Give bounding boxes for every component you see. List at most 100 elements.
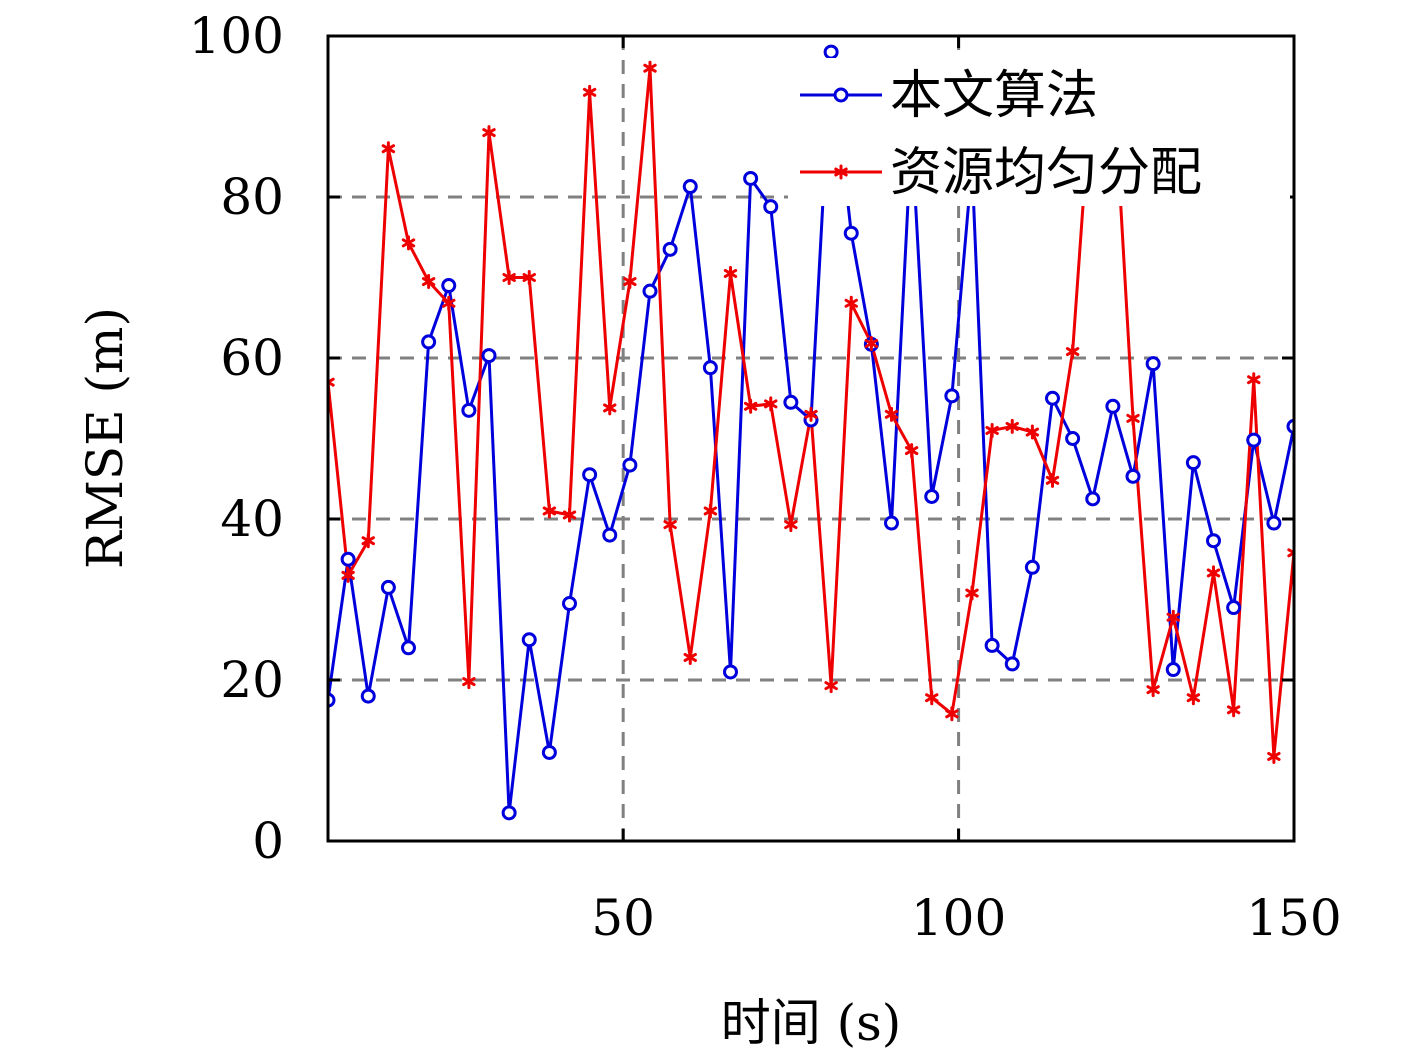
data-point (602, 527, 618, 543)
data-point (1206, 533, 1221, 549)
data-point (944, 388, 960, 404)
data-point (683, 649, 697, 665)
data-point (1206, 565, 1221, 581)
data-point (421, 274, 436, 290)
data-point (984, 637, 1000, 653)
data-point (521, 632, 537, 648)
data-point (1226, 600, 1242, 616)
data-point (361, 533, 375, 549)
data-point (623, 274, 637, 290)
data-point (783, 394, 799, 410)
data-point (925, 690, 939, 706)
data-point (541, 744, 557, 760)
data-point (924, 488, 940, 504)
data-point (502, 270, 516, 285)
data-point (1247, 372, 1261, 388)
data-point (784, 517, 798, 533)
data-point (380, 579, 396, 595)
data-point (461, 402, 477, 418)
data-point (1025, 424, 1040, 440)
axis-ticks (328, 34, 1296, 843)
data-point (823, 44, 839, 60)
data-point (824, 678, 838, 694)
data-point (1185, 455, 1201, 471)
y-tick-label: 0 (252, 812, 284, 870)
data-point (421, 334, 437, 350)
data-point (481, 348, 497, 364)
data-point (1226, 702, 1241, 718)
data-point (1005, 418, 1019, 434)
data-point (804, 406, 818, 422)
data-point (381, 141, 396, 157)
y-tick-label: 60 (220, 329, 284, 387)
data-point (1146, 682, 1160, 698)
data-point (1065, 431, 1081, 446)
data-point (1267, 748, 1281, 764)
data-point (442, 295, 456, 311)
data-point (603, 400, 617, 416)
data-point (1065, 344, 1080, 360)
data-point (884, 406, 899, 422)
y-tick-label: 80 (220, 168, 284, 226)
data-point (662, 241, 678, 257)
data-point (763, 199, 779, 215)
data-point (743, 398, 758, 414)
data-point (1004, 656, 1020, 672)
data-point (884, 515, 899, 531)
data-point (1045, 390, 1060, 406)
data-point (1024, 559, 1040, 575)
data-point (522, 270, 536, 285)
data-point (985, 422, 999, 438)
data-point (441, 278, 457, 294)
data-point (703, 503, 718, 519)
data-point (462, 674, 476, 690)
y-axis-title: RMSE (m) (76, 307, 134, 569)
data-point (582, 467, 598, 483)
data-point (562, 596, 577, 612)
data-point (743, 170, 759, 186)
data-point (562, 507, 577, 523)
data-point (1126, 410, 1140, 426)
data-point (542, 503, 557, 519)
plot-frame (326, 34, 1296, 843)
legend-box (788, 58, 1290, 206)
data-point (482, 125, 496, 141)
data-point (723, 664, 738, 680)
data-point (340, 551, 356, 567)
data-point (844, 295, 858, 311)
data-point (501, 805, 517, 821)
data-point (1246, 432, 1262, 448)
legend-marker (834, 164, 848, 180)
data-point (328, 374, 335, 390)
y-tick-label: 100 (189, 7, 284, 65)
series-markers (328, 44, 1294, 821)
y-tick-label: 40 (220, 490, 284, 548)
data-point (1165, 662, 1181, 678)
data-point (904, 443, 919, 459)
data-point (764, 396, 778, 412)
data-point (864, 336, 879, 352)
data-point (1085, 491, 1101, 507)
data-point (643, 60, 657, 76)
y-tick-label: 20 (220, 651, 284, 709)
data-point (401, 235, 416, 251)
data-point (1125, 468, 1141, 484)
data-point (702, 360, 718, 376)
data-point (642, 283, 658, 299)
data-point (1287, 545, 1294, 561)
legend-marker (833, 87, 849, 103)
data-point (1186, 690, 1201, 706)
x-axis-title: 时间 (s) (721, 994, 902, 1052)
data-point (1105, 398, 1121, 414)
data-point (965, 585, 979, 601)
data-point (1045, 472, 1060, 488)
data-point (945, 706, 959, 722)
data-point (1166, 609, 1180, 625)
data-point (341, 567, 355, 583)
data-point (723, 265, 738, 281)
legend-label: 资源均匀分配 (890, 143, 1202, 203)
data-point (1266, 515, 1282, 531)
data-point (582, 84, 597, 100)
